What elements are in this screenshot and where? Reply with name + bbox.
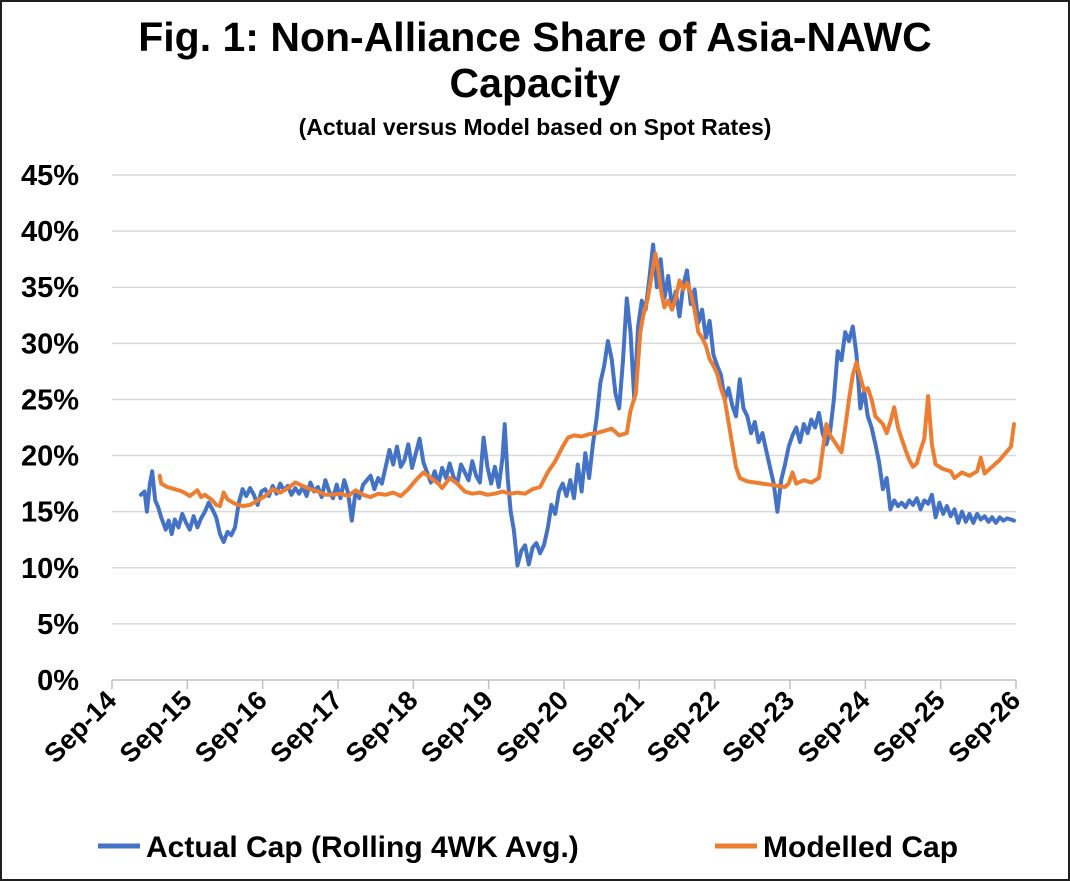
legend-label-actual: Actual Cap (Rolling 4WK Avg.) [146,831,579,864]
y-tick-label: 15% [21,497,79,529]
chart-title: Fig. 1: Non-Alliance Share of Asia-NAWC … [0,14,1070,106]
chart-title-line1: Fig. 1: Non-Alliance Share of Asia-NAWC [138,14,932,60]
y-axis-tick-labels: 0% 5% 10% 15% 20% 25% 30% 35% 40% 45% [21,160,79,697]
y-tick-label: 45% [21,160,79,192]
y-tick-label: 0% [37,665,79,697]
legend: Actual Cap (Rolling 4WK Avg.) Modelled C… [98,831,958,864]
x-tick-label: Sep-23 [716,685,800,769]
y-tick-label: 35% [21,272,79,304]
modelled-series-line [157,251,1016,509]
x-tick-label: Sep-24 [792,685,876,769]
actual-series-line [138,242,1016,568]
x-tick-label: Sep-18 [340,685,424,769]
x-axis: Sep-14Sep-15Sep-16Sep-17Sep-18Sep-19Sep-… [38,679,1026,769]
y-tick-label: 40% [21,216,79,248]
gridlines [112,174,1016,625]
x-tick-label: Sep-20 [490,685,574,769]
series-lines [138,242,1016,568]
y-tick-label: 10% [21,553,79,585]
y-tick-label: 30% [21,328,79,360]
x-tick-label: Sep-21 [566,685,650,769]
x-tick-label: Sep-15 [114,685,198,769]
x-tick-label: Sep-22 [641,685,725,769]
x-tick-label: Sep-19 [415,685,499,769]
y-tick-label: 5% [37,609,79,641]
x-tick-label: Sep-25 [867,685,951,769]
x-tick-label: Sep-14 [38,685,122,769]
legend-label-modelled: Modelled Cap [763,831,958,864]
x-tick-label: Sep-26 [942,685,1026,769]
chart-title-line2: Capacity [449,60,621,106]
chart-subtitle: (Actual versus Model based on Spot Rates… [298,114,772,140]
x-tick-label: Sep-16 [189,685,273,769]
y-tick-label: 25% [21,384,79,416]
x-tick-label: Sep-17 [264,685,348,769]
y-tick-label: 20% [21,441,79,473]
